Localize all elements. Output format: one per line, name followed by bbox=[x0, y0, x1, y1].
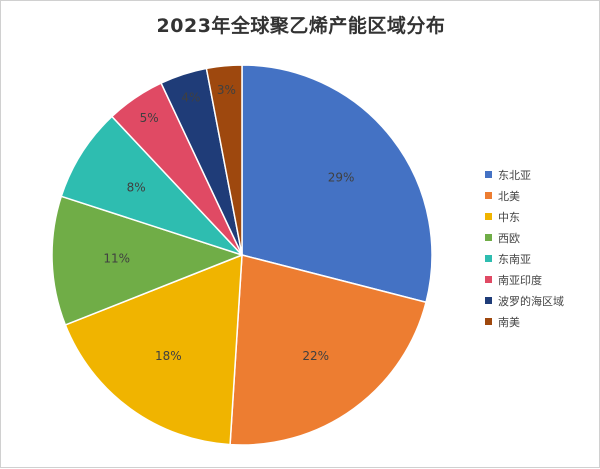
pie-slice bbox=[229, 254, 427, 446]
legend-swatch bbox=[485, 234, 492, 241]
pie-data-label: 11% bbox=[103, 251, 130, 265]
chart-legend: 东北亚北美中东西欧东南亚南亚印度波罗的海区域 南美 bbox=[485, 164, 595, 332]
pie-slice bbox=[51, 195, 245, 326]
chart-title: 2023年全球聚乙烯产能区域分布 bbox=[156, 15, 446, 37]
legend-item: 波罗的海区域 bbox=[485, 290, 595, 311]
pie-data-label: 22% bbox=[302, 349, 329, 363]
legend-swatch bbox=[485, 255, 492, 262]
pie-slice bbox=[64, 253, 243, 446]
legend-item: 东南亚 bbox=[485, 248, 595, 269]
pie-data-label: 18% bbox=[155, 349, 182, 363]
legend-label: 东北亚 bbox=[498, 168, 531, 182]
pie-data-label: 8% bbox=[127, 180, 146, 194]
legend-swatch bbox=[485, 318, 492, 325]
legend-swatch bbox=[485, 276, 492, 283]
legend-item: 东北亚 bbox=[485, 164, 595, 185]
pie-slice bbox=[60, 115, 243, 256]
legend-swatch bbox=[485, 297, 492, 304]
pie-slice bbox=[241, 64, 433, 304]
legend-label: 中东 bbox=[498, 210, 520, 224]
legend-label: 北美 bbox=[498, 189, 520, 203]
legend-item: 南亚印度 bbox=[485, 269, 595, 290]
legend-item: 南美 bbox=[485, 311, 595, 332]
legend-label: 波罗的海区域 bbox=[498, 294, 564, 308]
pie-data-label: 4% bbox=[181, 90, 200, 104]
legend-label: 南美 bbox=[498, 315, 520, 329]
pie-data-label: 5% bbox=[140, 111, 159, 125]
legend-swatch bbox=[485, 192, 492, 199]
legend-item: 中东 bbox=[485, 206, 595, 227]
pie-data-label: 3% bbox=[217, 83, 236, 97]
legend-label: 西欧 bbox=[498, 231, 520, 245]
legend-item: 西欧 bbox=[485, 227, 595, 248]
pie-slice bbox=[205, 64, 243, 256]
legend-item: 北美 bbox=[485, 185, 595, 206]
legend-swatch bbox=[485, 213, 492, 220]
legend-label: 南亚印度 bbox=[498, 273, 542, 287]
legend-label: 东南亚 bbox=[498, 252, 531, 266]
legend-swatch bbox=[485, 171, 492, 178]
pie-data-label: 29% bbox=[328, 171, 355, 185]
